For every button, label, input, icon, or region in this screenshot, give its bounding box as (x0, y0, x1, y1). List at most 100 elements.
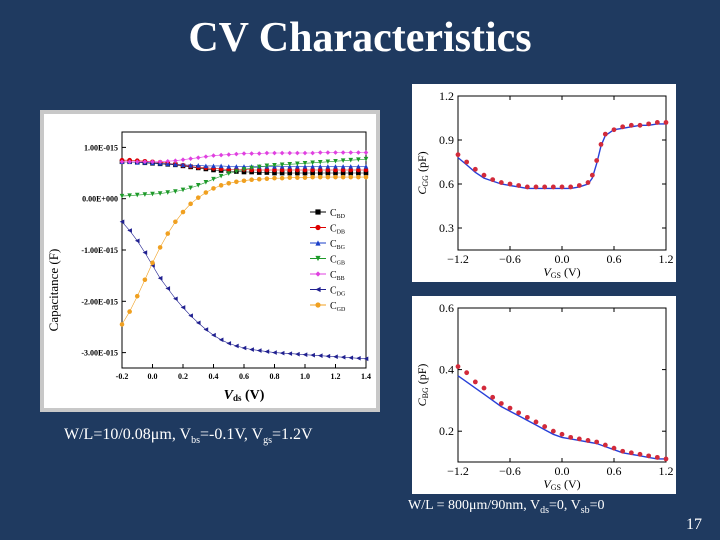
point-bb (203, 154, 209, 159)
conditions-right: W/L = 800μm/90nm, Vds=0, Vsb=0 (408, 498, 605, 516)
x-tick-label: 1.0 (300, 372, 310, 381)
point-measurement (646, 453, 652, 459)
point-dg (157, 275, 163, 281)
point-bb (272, 150, 277, 156)
point-measurement (472, 379, 478, 385)
point-measurement (594, 158, 600, 163)
point-measurement (598, 142, 604, 147)
point-gb (340, 158, 346, 164)
point-dg (310, 352, 315, 358)
legend-label-bb: CBB (330, 270, 345, 282)
point-measurement (646, 121, 652, 127)
point-measurement (542, 424, 548, 429)
x-tick-label: −1.2 (447, 252, 469, 266)
point-bd (302, 170, 308, 176)
point-measurement (620, 448, 626, 454)
point-measurement (524, 414, 530, 420)
point-dg (234, 343, 239, 349)
point-gd (333, 174, 338, 180)
point-gd (211, 186, 216, 191)
legend-label-bd: CBD (330, 208, 346, 220)
point-gd (348, 174, 354, 180)
point-bd (264, 170, 270, 175)
point-dg (203, 327, 209, 332)
point-gb (272, 163, 277, 168)
point-bg (173, 162, 178, 167)
point-bg (188, 163, 193, 168)
point-gb (317, 159, 323, 165)
point-bb (211, 153, 216, 158)
legend-marker-bb (315, 271, 321, 277)
point-db (264, 167, 270, 173)
point-gb (356, 157, 361, 163)
point-measurement (576, 436, 582, 442)
point-bd (256, 170, 262, 175)
point-measurement (498, 180, 504, 185)
point-gb (241, 167, 247, 172)
point-measurement (516, 410, 522, 416)
point-gb (127, 193, 132, 198)
point-db (310, 167, 315, 173)
point-gb (287, 162, 293, 167)
point-gd (356, 174, 361, 180)
point-db (356, 167, 361, 173)
x-axis-label: Vds (V) (224, 388, 265, 403)
x-tick-label: 0.4 (209, 372, 219, 381)
point-gd (134, 293, 140, 299)
point-bg (165, 161, 171, 167)
point-bb (333, 150, 338, 155)
point-measurement (559, 184, 565, 190)
point-db (287, 167, 293, 173)
x-tick-label: −0.6 (499, 464, 521, 478)
point-db (325, 167, 331, 173)
legend-label-db: CDB (330, 224, 345, 236)
point-db (317, 167, 323, 173)
point-dg (279, 350, 285, 356)
point-bb (356, 150, 361, 155)
point-gb (195, 183, 201, 188)
point-bg (226, 164, 232, 169)
point-db (256, 167, 262, 173)
point-gb (119, 193, 125, 199)
point-measurement (542, 184, 548, 190)
point-bb (241, 151, 247, 156)
point-bg (295, 164, 300, 169)
point-dg (363, 356, 369, 362)
point-bb (287, 150, 293, 156)
point-bb (218, 152, 224, 158)
point-bg (302, 164, 308, 169)
point-gd (325, 174, 331, 180)
legend-marker-bg (315, 240, 321, 246)
y-axis-label: Capacitance (F) (46, 249, 61, 332)
point-bg (340, 164, 346, 169)
point-dg (333, 354, 338, 360)
point-dg (165, 286, 171, 291)
point-gd (203, 190, 209, 195)
y-tick-label: 1.2 (439, 89, 454, 103)
point-gb (203, 179, 209, 185)
point-dg (356, 355, 361, 361)
point-dg (180, 305, 186, 310)
x-tick-label: 1.2 (659, 464, 674, 478)
point-measurement (628, 122, 634, 128)
point-bg (348, 164, 354, 169)
point-bg (203, 163, 209, 169)
x-tick-label: 0.8 (270, 372, 280, 381)
point-bb (363, 150, 369, 155)
point-measurement (490, 177, 496, 182)
point-bb (325, 150, 331, 155)
point-gd (173, 219, 178, 225)
point-measurement (611, 127, 617, 133)
point-bb (302, 150, 308, 156)
point-measurement (507, 181, 513, 187)
point-dg (211, 332, 216, 338)
point-db (348, 167, 354, 173)
point-bb (226, 152, 232, 157)
point-gb (249, 165, 254, 171)
point-bg (325, 164, 331, 169)
point-gd (195, 195, 201, 200)
point-gd (279, 175, 285, 181)
point-gb (325, 159, 331, 165)
point-dg (142, 250, 148, 255)
point-gd (150, 260, 155, 266)
